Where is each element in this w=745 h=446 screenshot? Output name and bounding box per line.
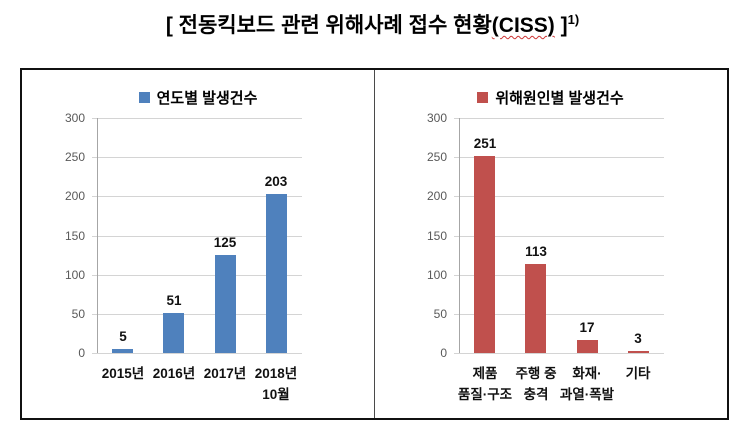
x-category-label: 화재· 과열·폭발 [559,366,615,402]
gridline [92,196,302,197]
bar-value-label: 203 [264,174,288,189]
page-title-bracket: ] [554,14,568,37]
y-tick-label: 100 [64,268,85,282]
x-category-label: 2017년 [203,366,247,381]
x-category-label: 2016년 [152,366,196,381]
bar [215,255,236,353]
chart-legend: 위해원인별 발생건수 [375,87,726,108]
legend-label: 위해원인별 발생건수 [495,90,624,107]
plot-area: 0 50 100 150 200 250 300 251 제품 품질·구조 113 주행 중 충격 1… [427,111,664,402]
bar-value-label: 3 [634,331,642,346]
y-tick-label: 150 [64,229,85,243]
bar [474,156,495,353]
chart-cases-by-cause: 위해원인별 발생건수 0 50 100 150 200 250 300 251 제품 품질·구조 1… [375,70,726,418]
bar [628,351,649,353]
bar [112,349,133,353]
gridline [454,118,664,119]
gridline [454,157,664,158]
y-tick-label: 50 [71,307,85,321]
bar-value-label: 251 [473,136,497,151]
page-title: [ 전동킥보드 관련 위해사례 접수 현황(CISS) ]1) [0,11,745,41]
y-tick-label: 100 [426,268,447,282]
y-tick-label: 300 [64,111,85,125]
gridline [454,353,664,354]
y-tick-label: 0 [440,346,447,360]
gridline [92,118,302,119]
bar-value-label: 125 [213,235,237,250]
gridline [92,353,302,354]
gridline [454,314,664,315]
gridline [454,196,664,197]
page-title-text: [ 전동킥보드 관련 위해사례 접수 현황 [165,14,492,37]
y-tick-label: 0 [78,346,85,360]
x-category-label: 주행 중 충격 [515,366,557,402]
x-category-label: 제품 품질·구조 [457,366,513,402]
y-tick-label: 250 [426,150,447,164]
y-tick-label: 250 [64,150,85,164]
gridline [92,157,302,158]
y-tick-label: 200 [426,189,447,203]
gridline [92,314,302,315]
plot-area: 0 50 100 150 200 250 300 5 2015년 51 2016년 125 2017년 2… [65,111,302,402]
y-axis-line [459,118,460,353]
chart-yearly-cases: 연도별 발생건수 0 50 100 150 200 250 300 5 2015년 51 2016년 1… [22,70,375,418]
bar [163,313,184,353]
bar [577,340,598,353]
charts-panel: 연도별 발생건수 0 50 100 150 200 250 300 5 2015년 51 2016년 1… [20,68,729,420]
gridline [92,275,302,276]
gridline [454,236,664,237]
gridline [454,275,664,276]
legend-marker [477,92,489,103]
y-tick-label: 150 [426,229,447,243]
bar-value-label: 51 [166,293,182,308]
x-category-label: 2018년 10월 [254,366,298,402]
gridline [92,236,302,237]
chart-legend: 연도별 발생건수 [22,87,374,108]
bar-value-label: 17 [579,320,595,335]
x-category-label: 2015년 [101,366,145,381]
y-tick-label: 50 [433,307,447,321]
y-tick-label: 200 [64,189,85,203]
legend-marker [138,92,150,103]
footnote-marker: 1) [567,12,580,27]
x-category-label: 기타 [625,366,651,381]
y-tick-label: 300 [426,111,447,125]
bar [525,264,546,353]
bar [266,194,287,353]
bar-value-label: 5 [119,329,127,344]
y-axis-line [97,118,98,353]
page-title-ciss: (CISS) [491,14,555,37]
bar-value-label: 113 [525,244,547,259]
legend-label: 연도별 발생건수 [156,90,258,107]
